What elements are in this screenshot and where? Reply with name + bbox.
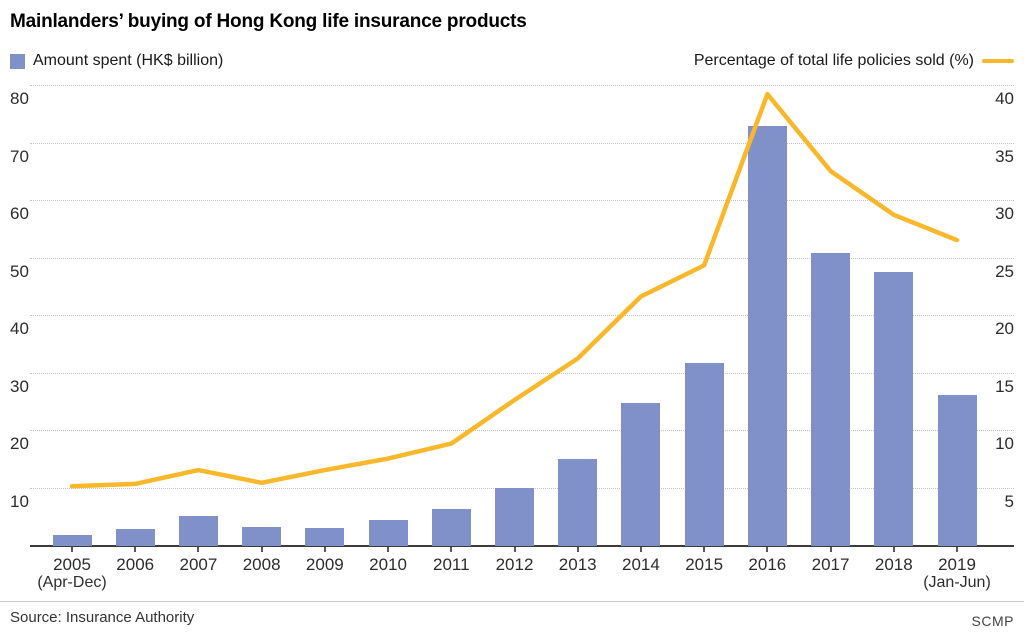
- y-axis-left-label-60: 60: [10, 204, 29, 223]
- x-tick-2012: [513, 547, 516, 552]
- x-tick-2016: [766, 547, 769, 552]
- gridline-60: [30, 200, 1014, 201]
- x-tick-2013: [576, 547, 579, 552]
- x-tick-2006: [134, 547, 137, 552]
- y-axis-left-label-20: 20: [10, 434, 29, 453]
- x-label-2012: 2012: [495, 555, 534, 574]
- y-axis-right-label-40: 40: [995, 89, 1014, 108]
- x-tick-2005: [71, 547, 73, 552]
- gridline-50: [30, 257, 1014, 259]
- legend-item-percentage: Percentage of total life policies sold (…: [694, 52, 1014, 70]
- bar-2017: [811, 252, 851, 546]
- x-axis-line: [30, 545, 1014, 547]
- y-axis-left-label-30: 30: [10, 376, 29, 396]
- x-label-2007: 2007: [179, 555, 218, 574]
- bar-2018: [874, 271, 914, 546]
- x-tick-2010: [387, 547, 390, 552]
- x-tick-2019: [956, 547, 958, 552]
- bar-swatch-icon: [10, 53, 25, 69]
- y-axis-right-label-30: 30: [995, 204, 1014, 223]
- percentage-line: [69, 91, 960, 489]
- bar-2006: [115, 528, 155, 546]
- bar-2016: [747, 126, 787, 546]
- bar-2011: [431, 509, 471, 546]
- x-label-2005: 2005: [53, 555, 91, 574]
- bar-2010: [368, 520, 408, 546]
- y-axis-left-label-50: 50: [10, 261, 29, 281]
- x-sublabel-2019: (Jan-Jun): [923, 574, 991, 591]
- x-tick-2015: [703, 547, 706, 552]
- y-axis-right-label-15: 15: [995, 376, 1014, 396]
- gridline-30: [30, 372, 1014, 374]
- legend-bar-label: Amount spent (HK$ billion): [33, 52, 224, 69]
- y-axis-left-label-40: 40: [10, 319, 29, 338]
- x-label-2014: 2014: [622, 555, 660, 574]
- y-axis-right-label-20: 20: [995, 319, 1014, 338]
- x-label-2013: 2013: [558, 555, 597, 574]
- x-label-2006: 2006: [116, 555, 155, 574]
- bar-2015: [684, 363, 724, 546]
- x-label-2019: 2019: [938, 555, 976, 574]
- line-swatch-icon: [982, 59, 1014, 63]
- gridline-80: [30, 85, 1014, 86]
- x-label-2015: 2015: [685, 555, 724, 574]
- legend-line-label: Percentage of total life policies sold (…: [693, 52, 974, 69]
- y-axis-left-label-10: 10: [10, 491, 29, 511]
- y-axis-left-label-70: 70: [10, 146, 29, 166]
- x-tick-2011: [450, 547, 453, 552]
- bar-2013: [558, 459, 598, 546]
- x-label-2011: 2011: [433, 555, 470, 574]
- legend: Amount spent (HK$ billion) Percentage of…: [10, 50, 1014, 72]
- legend-item-amount-spent: Amount spent (HK$ billion): [10, 52, 223, 70]
- x-label-2016: 2016: [748, 555, 787, 574]
- x-label-2017: 2017: [811, 555, 850, 574]
- x-label-2018: 2018: [874, 555, 913, 574]
- gridline-70: [30, 142, 1014, 144]
- bar-2014: [621, 402, 661, 546]
- x-sublabel-2005: (Apr-Dec): [37, 574, 107, 591]
- source-credit: Source: Insurance Authority: [10, 609, 195, 626]
- x-tick-2014: [639, 547, 642, 552]
- x-label-2009: 2009: [305, 555, 344, 574]
- x-label-2008: 2008: [242, 555, 281, 574]
- y-axis-right-label-25: 25: [995, 261, 1014, 281]
- y-axis-right-label-10: 10: [995, 434, 1014, 453]
- percentage-line-chart: [69, 91, 960, 489]
- y-axis-left-label-80: 80: [10, 89, 29, 108]
- bar-2012: [495, 487, 534, 546]
- x-label-2010: 2010: [369, 555, 407, 574]
- x-tick-2017: [829, 547, 832, 552]
- bar-2009: [305, 528, 345, 546]
- bar-2008: [242, 527, 282, 546]
- gridline-40: [30, 315, 1014, 316]
- x-tick-2018: [892, 547, 895, 552]
- x-tick-2009: [323, 547, 326, 552]
- gridline-20: [30, 430, 1014, 431]
- x-tick-2008: [260, 547, 263, 552]
- x-tick-2007: [197, 547, 200, 552]
- bar-2007: [178, 516, 218, 546]
- bar-2005: [52, 535, 92, 546]
- publisher-credit: SCMP: [971, 613, 1014, 629]
- y-axis-right-label-5: 5: [1004, 491, 1014, 511]
- y-axis-right-label-35: 35: [995, 146, 1014, 166]
- bar-2019: [937, 394, 977, 546]
- footer-divider: [0, 601, 1024, 602]
- chart-title: Mainlanders’ buying of Hong Kong life in…: [10, 11, 527, 32]
